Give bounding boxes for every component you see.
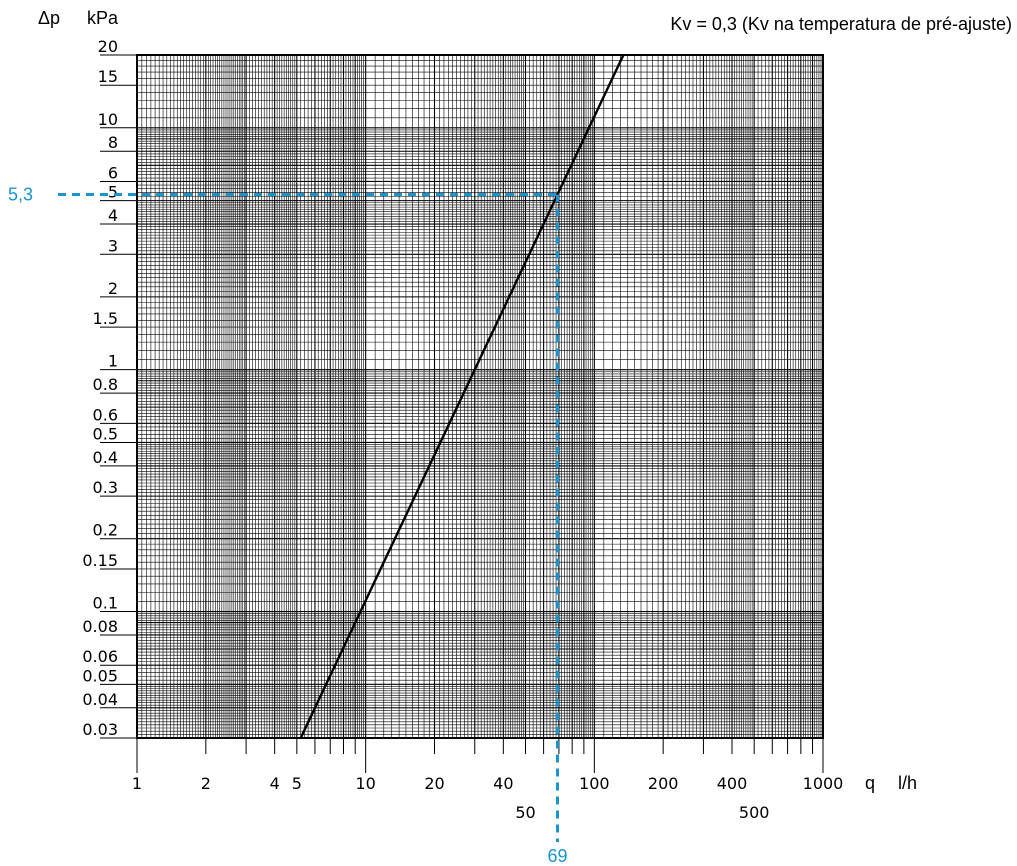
x-tick-label: 10	[355, 774, 375, 793]
x-axis-symbol: q	[865, 773, 875, 793]
grid	[137, 55, 823, 738]
y-tick-label: 0.06	[82, 647, 118, 666]
y-axis-unit: kPa	[87, 8, 119, 28]
y-tick-label: 0.4	[93, 448, 118, 467]
reference-lines: 5,3 69	[8, 184, 567, 866]
x-tick-label: 400	[717, 774, 748, 793]
y-tick-label: 0.6	[93, 405, 118, 424]
y-tick-label: 0.04	[82, 690, 118, 709]
y-tick-label: 0.15	[82, 551, 118, 570]
axis-tick-marks	[100, 54, 824, 773]
x-tick-label: 4	[270, 774, 280, 793]
y-tick-label: 2	[108, 279, 118, 298]
y-tick-label: 15	[98, 67, 118, 86]
x-tick-labels: 1 2 4 5 10 20 40 100 200 400 1000 50 500	[132, 774, 843, 822]
y-tick-label: 1	[108, 352, 118, 371]
x-tick-label: 5	[292, 774, 302, 793]
x-axis-unit: l/h	[898, 773, 917, 793]
y-tick-label: 0.08	[82, 617, 118, 636]
y-tick-labels: 20 15 10 8 65 4 3 2 1.5 1 0.8 0.60.5 0.4 0.3 0.2 0.15 0.…	[82, 37, 118, 739]
reference-y-label: 5,3	[8, 184, 33, 204]
y-tick-label: 10	[98, 110, 118, 129]
series-line	[299, 54, 625, 739]
reference-x-label: 69	[547, 846, 567, 866]
x-tick-label: 40	[493, 774, 513, 793]
x-tick-label: 200	[648, 774, 679, 793]
y-tick-label: 20	[98, 37, 118, 56]
x-tick-label: 500	[739, 803, 770, 822]
y-tick-label: 5	[108, 183, 118, 202]
y-tick-label: 0.8	[93, 375, 118, 394]
y-tick-label: 6	[108, 163, 118, 182]
y-tick-label: 0.5	[93, 424, 118, 443]
x-tick-label: 1	[132, 774, 142, 793]
y-axis-symbol: Δp	[38, 8, 60, 28]
y-tick-label: 3	[108, 236, 118, 255]
x-tick-label: 20	[424, 774, 444, 793]
series	[299, 54, 625, 739]
plot-frame	[136, 54, 824, 739]
chart-title: Kv = 0,3 (Kv na temperatura de pré-ajust…	[670, 14, 1012, 34]
y-tick-label: 0.1	[93, 594, 118, 613]
y-tick-label: 0.05	[82, 666, 118, 685]
y-tick-label: 8	[108, 133, 118, 152]
x-tick-label: 100	[579, 774, 610, 793]
x-tick-label: 2	[201, 774, 211, 793]
y-tick-label: 0.3	[93, 478, 118, 497]
y-tick-label: 0.03	[82, 720, 118, 739]
y-tick-label: 4	[108, 206, 118, 225]
x-tick-label: 1000	[803, 774, 844, 793]
y-tick-label: 1.5	[93, 309, 118, 328]
plot-border	[136, 54, 824, 739]
y-tick-label: 0.2	[93, 521, 118, 540]
x-tick-label: 50	[515, 803, 535, 822]
